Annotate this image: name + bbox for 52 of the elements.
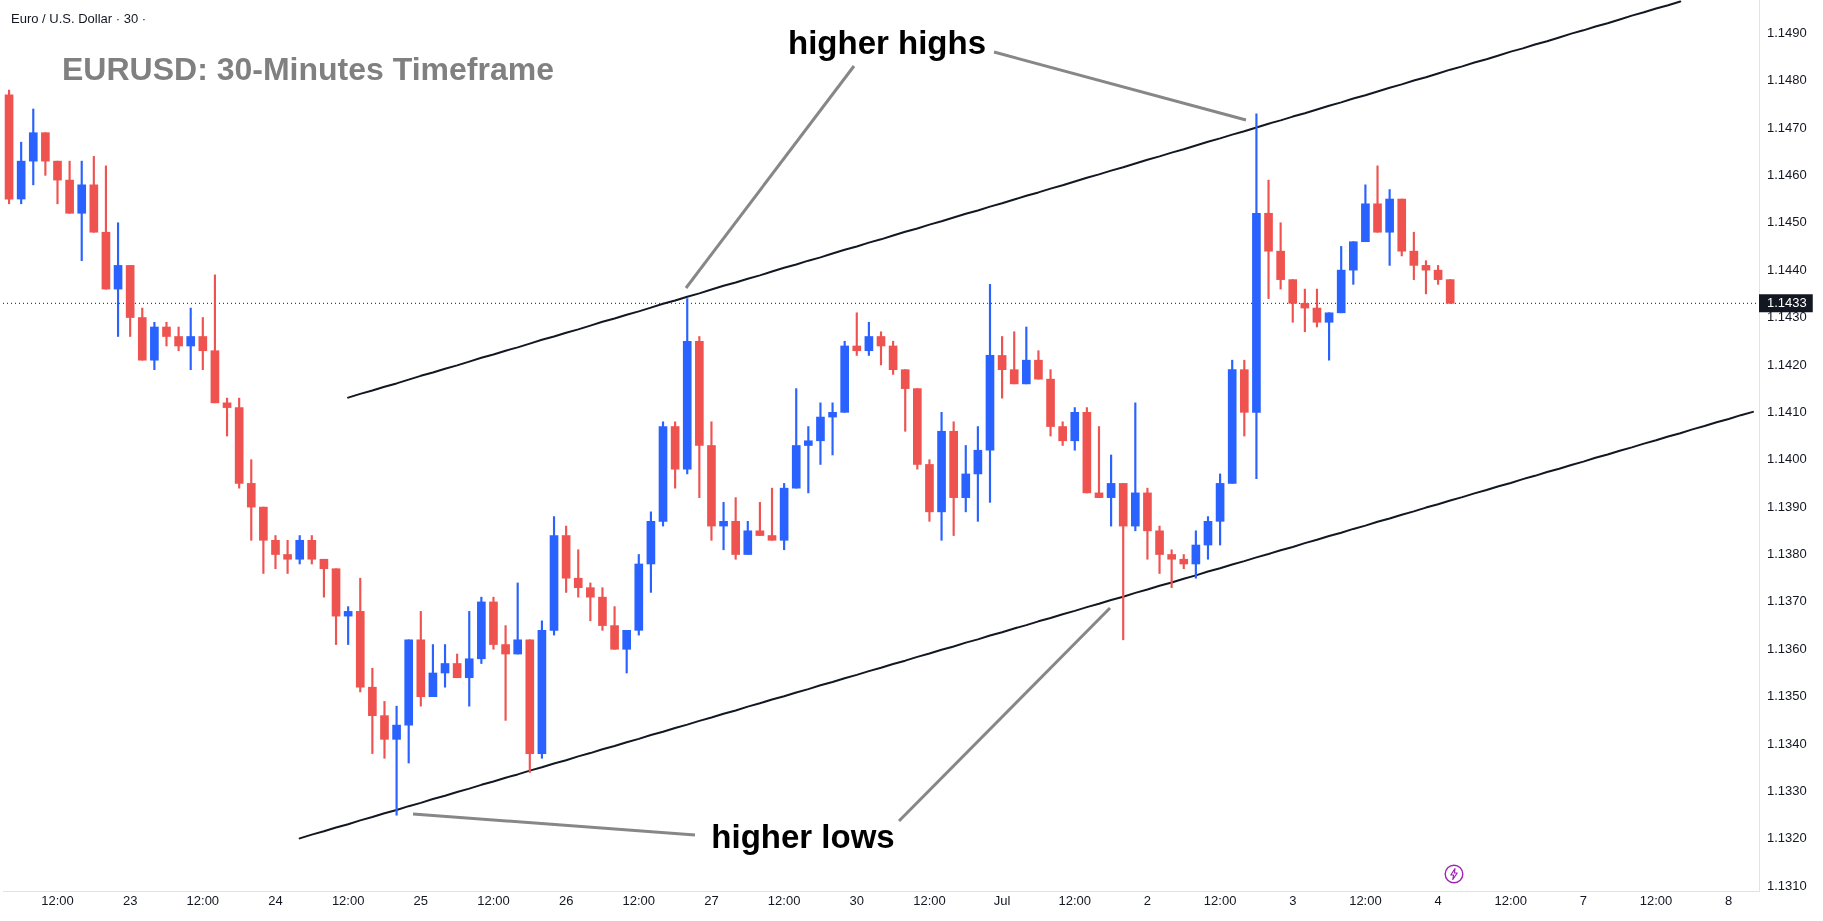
y-tick-label: 1.1360	[1767, 640, 1807, 656]
y-tick-label: 1.1420	[1767, 356, 1807, 372]
annotation: higher lows	[711, 818, 895, 855]
x-tick-label: 30	[849, 893, 865, 909]
y-tick-label: 1.1450	[1767, 214, 1807, 230]
x-tick-label: 26	[558, 893, 574, 909]
y-tick-label: 1.1400	[1767, 451, 1807, 467]
x-tick-label: 12:00	[1058, 893, 1092, 909]
y-tick-label: 1.1330	[1767, 783, 1807, 799]
x-tick-label: 12:00	[1639, 893, 1673, 909]
candlestick	[501, 625, 510, 721]
text: Euro / U.S. Dollar · 30 ·	[11, 11, 147, 26]
x-tick-label: 12:00	[767, 893, 801, 909]
y-tick-label: 1.1340	[1767, 735, 1807, 751]
y-tick-label: 1.1310	[1767, 877, 1807, 893]
x-tick-label: 2	[1143, 893, 1152, 909]
candlestick	[1264, 179, 1273, 299]
x-tick-label: 8	[1725, 893, 1733, 909]
x-tick-label: 12:00	[41, 893, 74, 909]
y-tick-label: 1.1390	[1767, 498, 1807, 514]
x-tick-label: 12:00	[1349, 893, 1382, 909]
x-tick-label: 23	[122, 893, 138, 909]
x-tick-label: 27	[704, 893, 719, 909]
y-tick-label: 1.1440	[1767, 261, 1807, 277]
x-tick-label: 12:00	[913, 893, 946, 909]
x-tick-label: 12:00	[331, 893, 365, 909]
x-tick-label: 12:00	[1494, 893, 1528, 909]
y-tick-label: 1.1350	[1767, 688, 1807, 704]
candlestick	[828, 402, 837, 456]
y-tick-label: 1.1410	[1767, 403, 1807, 419]
y-tick-label: 1.1380	[1767, 546, 1807, 562]
y-tick-label: 1.1480	[1767, 72, 1807, 88]
y-tick-label: 1.1430	[1767, 309, 1807, 325]
ref-line-label: 1.1433	[1767, 295, 1807, 311]
annotation: higher highs	[788, 24, 986, 61]
candlestick	[719, 502, 728, 551]
y-tick-label: 1.1460	[1767, 166, 1807, 182]
y-tick-label: 1.1370	[1767, 593, 1807, 609]
y-tick-label: 1.1320	[1767, 830, 1807, 846]
x-tick-label: 24	[268, 893, 283, 909]
x-tick-label: 7	[1579, 893, 1588, 909]
x-tick-label: 3	[1289, 893, 1297, 909]
x-tick-label: 12:00	[477, 893, 510, 909]
x-tick-label: 12:00	[622, 893, 656, 909]
text: EURUSD: 30-Minutes Timeframe	[62, 51, 554, 87]
x-tick-label: 4	[1434, 893, 1442, 909]
x-tick-label: 12:00	[186, 893, 220, 909]
x-tick-label: 25	[413, 893, 429, 909]
x-tick-label: Jul	[993, 893, 1011, 909]
x-tick-label: 12:00	[1203, 893, 1237, 909]
y-tick-label: 1.1490	[1767, 24, 1807, 40]
y-tick-label: 1.1470	[1767, 119, 1807, 135]
